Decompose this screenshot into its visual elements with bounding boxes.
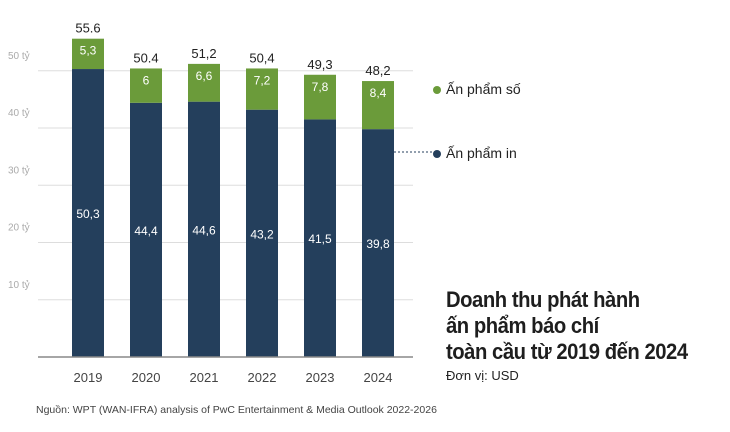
- bar-value-label: 6,6: [196, 69, 213, 83]
- chart-title: Doanh thu phát hành ấn phẩm báo chí toàn…: [446, 287, 713, 365]
- unit-label: Đơn vị: USD: [446, 368, 519, 383]
- x-tick-label: 2021: [190, 370, 219, 385]
- bar-total-label: 50,4: [249, 50, 274, 65]
- x-tick-label: 2019: [74, 370, 103, 385]
- bar-value-label: 43,2: [250, 227, 274, 241]
- bar-segment-digital: [246, 68, 278, 110]
- y-tick-label: 20 tỷ: [8, 222, 30, 234]
- bar-total-label: 51,2: [191, 46, 216, 61]
- bar-segment-digital: [362, 81, 394, 130]
- bar-total-label: 50.4: [133, 50, 158, 65]
- bar-total-label: 55.6: [75, 21, 100, 36]
- legend-item-print: Ấn phẩm in: [433, 145, 517, 161]
- y-tick-label: 10 tỷ: [8, 279, 30, 291]
- x-tick-label: 2022: [248, 370, 277, 385]
- y-tick-label: 40 tỷ: [8, 107, 30, 119]
- bar-segment-print: [304, 119, 336, 357]
- bar-segment-print: [362, 129, 394, 357]
- legend-item-digital: Ấn phẩm số: [433, 81, 521, 97]
- y-tick-label: 50 tỷ: [8, 50, 30, 62]
- bar-value-label: 5,3: [80, 44, 97, 58]
- x-tick-label: 2020: [132, 370, 161, 385]
- bar-value-label: 41,5: [308, 232, 332, 246]
- bar-value-label: 8,4: [370, 86, 387, 100]
- bar-value-label: 50,3: [76, 207, 100, 221]
- x-tick-label: 2024: [364, 370, 393, 385]
- title-line-2: ấn phẩm báo chí: [446, 313, 599, 338]
- bar-value-label: 44,4: [134, 224, 158, 238]
- bar-segment-digital: [130, 68, 162, 103]
- bar-segment-print: [188, 101, 220, 357]
- bar-segment-digital: [188, 63, 220, 102]
- bar-value-label: 39,8: [366, 237, 390, 251]
- legend-label-digital: Ấn phẩm số: [446, 81, 521, 97]
- y-tick-label: 30 tỷ: [8, 164, 30, 176]
- title-line-1: Doanh thu phát hành: [446, 287, 640, 312]
- bar-segment-print: [246, 109, 278, 358]
- bar-segment-print: [72, 69, 104, 357]
- bar-value-label: 6: [143, 73, 150, 87]
- bar-value-label: 7,2: [254, 73, 271, 87]
- bar-total-label: 48,2: [365, 63, 390, 78]
- bar-segment-digital: [304, 74, 336, 120]
- title-line-3: toàn cầu từ 2019 đến 2024: [446, 339, 688, 364]
- bar-value-label: 7,8: [312, 80, 329, 94]
- bar-value-label: 44,6: [192, 223, 216, 237]
- x-tick-label: 2023: [306, 370, 335, 385]
- legend-dot-digital: [433, 86, 441, 95]
- bar-total-label: 49,3: [307, 57, 332, 72]
- bar-segment-print: [130, 102, 162, 357]
- source-note: Nguồn: WPT (WAN-IFRA) analysis of PwC En…: [36, 404, 437, 416]
- legend-label-print: Ấn phẩm in: [446, 145, 517, 161]
- bar-segment-digital: [72, 38, 104, 70]
- legend-dot-print: [433, 150, 441, 159]
